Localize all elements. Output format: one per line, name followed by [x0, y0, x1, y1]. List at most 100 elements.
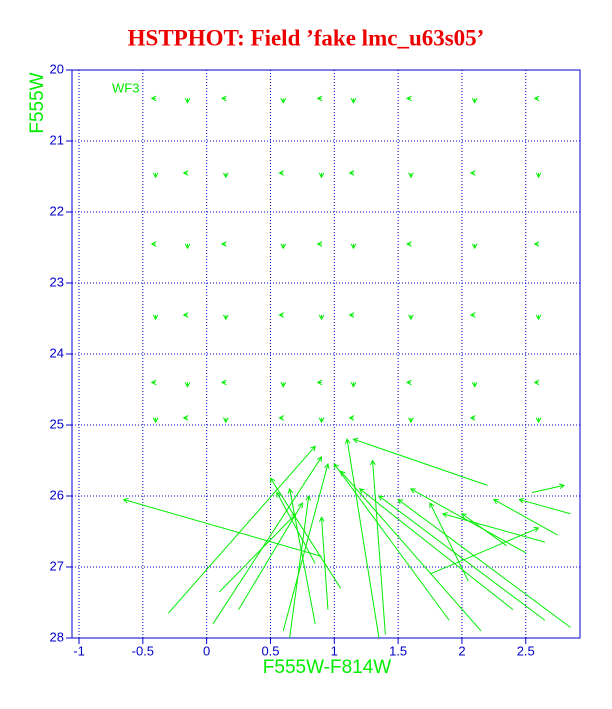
- vector-arrow: [469, 312, 476, 318]
- vector-arrow: [278, 170, 285, 176]
- annotation: WF3: [112, 80, 139, 95]
- x-tick-label: 2: [458, 643, 465, 658]
- vector-arrow: [280, 243, 287, 250]
- vector-arrow: [535, 417, 542, 424]
- vector-arrow: [280, 382, 287, 388]
- vector-arrow: [469, 415, 476, 421]
- vector-arrow: [471, 98, 478, 104]
- x-tick-label: 1.5: [389, 643, 407, 658]
- vector-arrow: [370, 459, 386, 635]
- vector-arrow: [220, 379, 227, 386]
- vector-arrow: [152, 172, 159, 179]
- vector-arrow: [287, 487, 316, 624]
- vector-arrow: [532, 483, 566, 493]
- vector-arrow: [222, 172, 229, 179]
- vector-arrow: [429, 502, 469, 582]
- vector-arrow: [344, 438, 380, 639]
- vector-arrow: [535, 314, 542, 321]
- vector-arrow: [184, 98, 191, 104]
- x-axis-label: F555W-F814W: [263, 657, 392, 678]
- vector-arrow: [278, 312, 285, 318]
- vector-arrow: [289, 494, 312, 639]
- vector-arrow: [535, 172, 542, 179]
- vector-arrow: [378, 495, 546, 621]
- vector-arrow: [408, 314, 414, 321]
- vector-arrow: [518, 497, 571, 515]
- vector-arrow: [318, 172, 325, 179]
- vector-arrow: [184, 243, 191, 250]
- vector-arrow: [350, 382, 357, 388]
- x-tick-label: -0.5: [132, 643, 154, 658]
- vector-arrow: [220, 241, 227, 247]
- y-tick-label: 22: [50, 203, 64, 218]
- vector-arrow: [316, 379, 323, 386]
- vector-arrow: [471, 243, 478, 250]
- vector-arrow: [318, 516, 329, 610]
- vector-arrow: [533, 379, 540, 386]
- plot-frame: [71, 69, 581, 639]
- vector-arrow: [150, 379, 157, 386]
- vector-arrow: [441, 512, 546, 543]
- y-tick-label: 23: [50, 274, 64, 289]
- vector-arrow: [222, 314, 229, 321]
- vector-arrow: [406, 95, 412, 102]
- vector-arrow: [333, 463, 450, 621]
- vector-arrow: [352, 437, 488, 486]
- vector-arrow: [282, 463, 330, 632]
- vector-arrow: [150, 95, 157, 102]
- vector-arrow: [152, 417, 159, 424]
- vector-arrow: [397, 498, 571, 628]
- vector-arrow: [269, 477, 342, 589]
- x-tick-label: 0.5: [261, 643, 279, 658]
- vector-arrow: [408, 417, 414, 424]
- vector-arrow: [278, 415, 285, 421]
- vector-arrow: [492, 499, 558, 536]
- vector-arrow: [471, 382, 478, 388]
- vector-arrow: [348, 170, 355, 176]
- vector-arrow: [318, 314, 325, 321]
- y-axis-label: F555W: [27, 72, 48, 133]
- chart-title: HSTPHOT: Field ’fake lmc_u63s05’: [128, 25, 485, 50]
- vector-arrow: [276, 491, 316, 564]
- y-tick-label: 24: [50, 345, 64, 360]
- y-tick-label: 26: [50, 487, 64, 502]
- vector-arrow: [533, 241, 540, 247]
- vector-arrow: [408, 172, 414, 179]
- vector-arrow: [533, 95, 540, 102]
- x-tick-label: 0: [203, 643, 210, 658]
- y-tick-label: 20: [50, 61, 64, 76]
- vector-arrow: [182, 312, 189, 318]
- x-tick-label: 1: [331, 643, 338, 658]
- vector-arrow: [406, 379, 412, 386]
- vector-arrow: [316, 95, 323, 102]
- vector-arrow: [406, 241, 412, 247]
- vector-arrow: [122, 497, 322, 557]
- vector-arrow: [152, 314, 159, 321]
- vector-arrow: [339, 470, 482, 632]
- vector-arrow: [150, 241, 157, 247]
- vector-arrow: [316, 241, 323, 247]
- vector-arrow: [182, 170, 189, 176]
- vector-arrow: [348, 415, 355, 421]
- vector-arrow: [280, 98, 287, 104]
- vector-arrow: [461, 513, 507, 547]
- vector-arrow: [359, 488, 514, 610]
- vector-arrow: [212, 456, 323, 625]
- vector-arrow: [220, 95, 227, 102]
- x-tick-label: 2.5: [517, 643, 535, 658]
- vector-arrow: [182, 415, 189, 421]
- y-tick-label: 28: [50, 629, 64, 644]
- vector-arrow: [167, 445, 316, 614]
- vector-arrow: [350, 98, 357, 104]
- x-tick-label: -1: [73, 643, 85, 658]
- vector-arrow: [318, 417, 325, 424]
- y-tick-label: 27: [50, 558, 64, 573]
- vector-arrow: [348, 312, 355, 318]
- y-tick-label: 25: [50, 416, 64, 431]
- vector-arrow: [184, 382, 191, 388]
- vector-arrow: [469, 170, 476, 176]
- y-tick-label: 21: [50, 132, 64, 147]
- vector-arrow: [222, 417, 229, 424]
- vector-arrow: [350, 243, 357, 250]
